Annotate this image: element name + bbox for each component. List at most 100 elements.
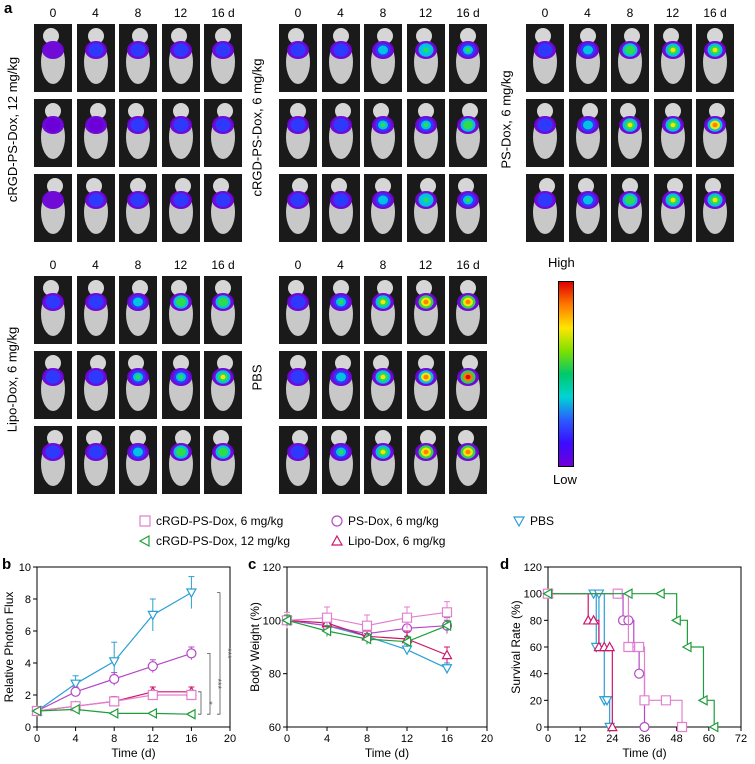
mouse-image (364, 24, 402, 92)
data-point (70, 686, 81, 697)
mouse-image (568, 99, 607, 167)
mouse-image (653, 99, 692, 167)
day-label: 4 (337, 258, 344, 272)
mouse-image (449, 174, 487, 242)
day-label: 8 (626, 6, 634, 20)
day-label: 4 (584, 6, 591, 20)
data-point (604, 722, 616, 733)
day-label: 4 (92, 258, 99, 272)
data-point (69, 703, 80, 715)
plot-frame (36, 566, 231, 728)
data-point (542, 588, 553, 600)
mouse-image (119, 24, 157, 92)
y-tick-label: 80 (530, 615, 542, 627)
series-line (286, 619, 448, 656)
mouse-image (696, 24, 734, 92)
intensity-colorbar (558, 281, 574, 467)
mouse-image (449, 99, 487, 167)
mouse-image (321, 24, 360, 92)
mouse-image (526, 24, 564, 92)
data-point (361, 632, 373, 643)
y-tick-label: 10 (19, 562, 31, 574)
data-point (108, 707, 119, 719)
mouse-image (119, 426, 157, 494)
legend-entry: PBS (512, 514, 554, 528)
y-tick-label: 60 (269, 722, 281, 734)
y-tick-label: 20 (530, 695, 542, 707)
panel-a-letter: a (4, 0, 13, 17)
series-line (36, 708, 192, 715)
day-label: 16 d (456, 258, 480, 272)
group-label: cRGD-PS-Dox, 12 mg/kg (4, 56, 20, 203)
mouse-image (34, 426, 72, 494)
mouse-image (449, 24, 487, 92)
panel-d-letter: d (500, 556, 510, 573)
mouse-image (364, 174, 402, 242)
mouse-image (161, 24, 200, 92)
mouse-image (406, 99, 445, 167)
data-point (593, 589, 605, 600)
mouse-image (204, 351, 242, 419)
y-tick-label: 100 (524, 589, 542, 601)
data-point (623, 641, 634, 653)
mouse-image (76, 351, 115, 419)
legend-entry: Lipo-Dox, 6 mg/kg (330, 534, 445, 548)
data-point (185, 588, 197, 599)
data-point (31, 705, 43, 716)
y-axis-label: Survival Rate (%) (509, 600, 523, 693)
legend-marker-icon (139, 515, 151, 527)
mouse-image (76, 426, 115, 494)
plot-frame (547, 566, 742, 728)
day-label: 12 (418, 6, 433, 20)
series-line (548, 593, 611, 727)
data-point (601, 696, 613, 707)
y-tick-label: 0 (25, 722, 31, 734)
mouse-image (568, 174, 607, 242)
day-label: 0 (541, 6, 549, 20)
y-axis-label: Body Weight (%) (248, 602, 262, 692)
mouse-image (321, 174, 360, 242)
mouse-image (34, 174, 72, 242)
data-point (401, 636, 412, 648)
series-line (36, 691, 192, 712)
mouse-image (161, 99, 200, 167)
data-point (623, 615, 634, 626)
data-point (109, 673, 120, 685)
x-tick-label: 16 (441, 733, 453, 745)
series-line (36, 694, 192, 712)
group-label: Lipo-Dox, 6 mg/kg (4, 326, 20, 433)
mouse-image (696, 99, 734, 167)
data-point (401, 612, 413, 623)
x-tick-label: 16 (185, 733, 197, 745)
data-point (147, 689, 158, 701)
data-point (542, 587, 554, 598)
x-tick-label: 60 (703, 733, 715, 745)
mouse-image (526, 99, 564, 167)
x-axis-label: Time (d) (111, 746, 155, 760)
x-tick-label: 12 (574, 733, 586, 745)
mouse-image (321, 351, 360, 419)
y-axis-label: Relative Photon Flux (2, 592, 16, 703)
mouse-image (611, 174, 649, 242)
significance-bracket (207, 653, 211, 715)
x-tick-label: 0 (545, 733, 551, 745)
significance-label: * (204, 701, 214, 705)
data-point (590, 642, 602, 653)
day-label: 8 (379, 6, 387, 20)
mouse-image (449, 351, 487, 419)
group-label: PS-Dox, 6 mg/kg (498, 70, 514, 169)
data-point (634, 668, 645, 679)
x-tick-label: 72 (735, 733, 747, 745)
mouse-image (364, 99, 402, 167)
colorbar-high-label: High (548, 255, 575, 270)
data-point (639, 695, 650, 706)
mouse-image (449, 276, 487, 344)
mouse-image (321, 276, 360, 344)
significance-bracket (217, 592, 221, 715)
data-point (593, 641, 605, 652)
y-tick-label: 120 (524, 562, 542, 574)
series-line (548, 593, 613, 727)
data-point (676, 721, 688, 733)
mouse-image (406, 276, 445, 344)
data-point (361, 628, 373, 639)
